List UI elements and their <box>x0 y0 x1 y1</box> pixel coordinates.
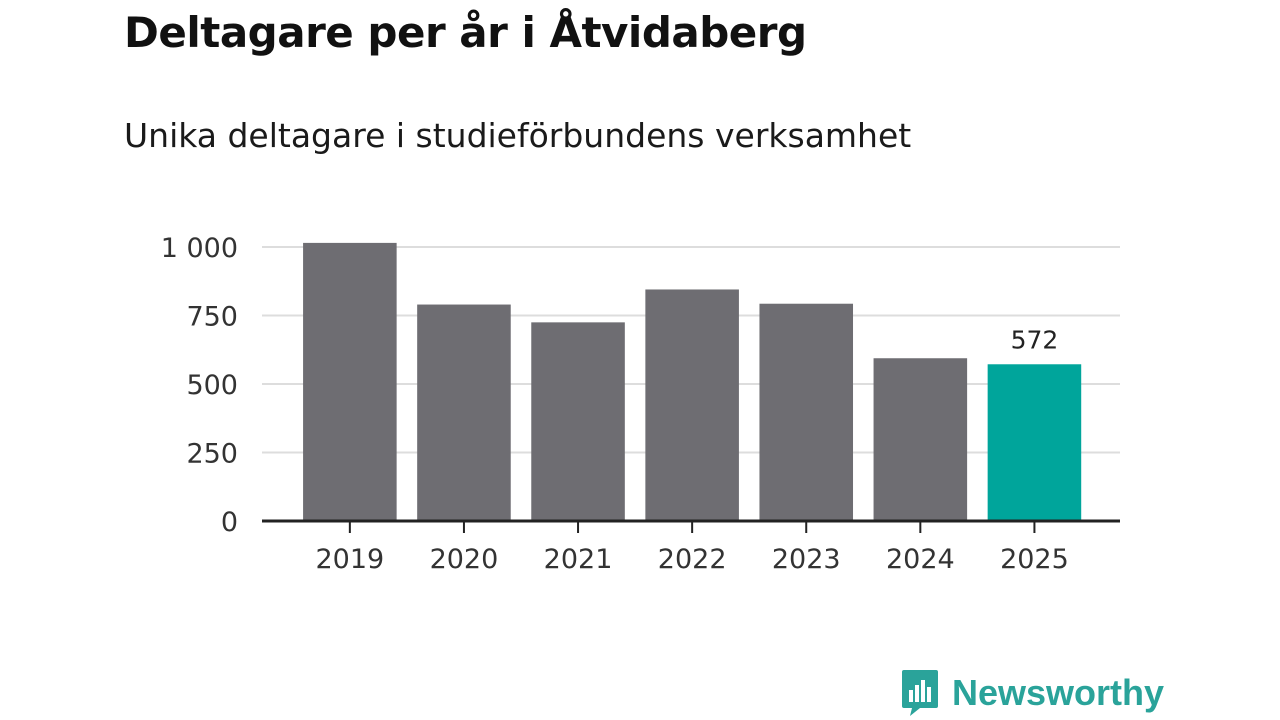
y-tick-label: 1 000 <box>161 233 238 264</box>
bar-2021 <box>531 322 625 521</box>
bar-2020 <box>417 304 511 521</box>
brand-name: Newsworthy <box>952 672 1165 713</box>
bar-2022 <box>645 289 739 521</box>
y-tick-label: 750 <box>186 302 238 333</box>
y-tick-label: 0 <box>221 507 238 538</box>
bar-chart: 0 250 500 750 1 000 2019 2020 2021 2022 2023 2024 2… <box>161 233 1120 575</box>
data-label: 572 <box>1011 325 1059 354</box>
x-tick-label: 2022 <box>658 544 727 575</box>
x-tick-label: 2025 <box>1000 544 1069 575</box>
x-tick-label: 2020 <box>430 544 499 575</box>
x-tick-label: 2023 <box>772 544 841 575</box>
y-tick-label: 500 <box>186 370 238 401</box>
newsworthy-logo: Newsworthy <box>900 668 1164 718</box>
bar-2023 <box>759 303 854 521</box>
chart-title: Deltagare per år i Åtvidaberg <box>124 8 807 57</box>
bar-2025 <box>987 364 1082 521</box>
chart-subtitle: Unika deltagare i studieförbundens verks… <box>124 116 912 155</box>
x-tick-label: 2019 <box>315 544 384 575</box>
x-tick-label: 2021 <box>544 544 613 575</box>
x-tick-label: 2024 <box>886 544 955 575</box>
bar-2024 <box>873 358 968 521</box>
y-tick-label: 250 <box>186 439 238 470</box>
bar-chart-speech-bubble-icon <box>902 670 938 716</box>
bar-2019 <box>303 242 397 521</box>
